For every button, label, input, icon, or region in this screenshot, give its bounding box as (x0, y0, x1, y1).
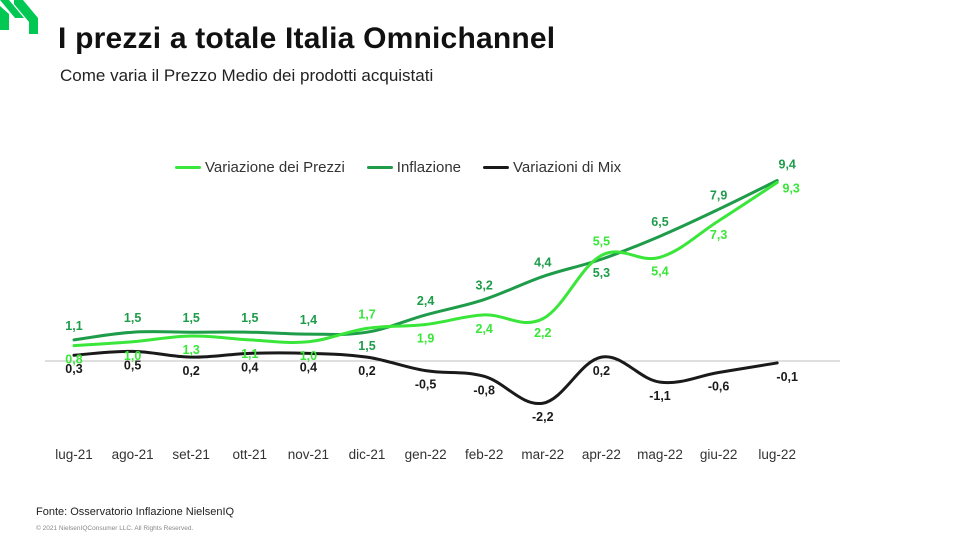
legend-swatch (366, 166, 393, 169)
chart-legend: Variazione dei Prezzi Inflazione Variazi… (175, 159, 621, 176)
data-label-inflazione: 4,4 (534, 256, 551, 270)
data-label-inflazione: 2,4 (417, 294, 434, 308)
data-label-inflazione: 9,4 (779, 158, 796, 172)
data-label-variazioni-mix: 0,4 (241, 360, 258, 374)
data-label-inflazione: 1,5 (241, 311, 258, 325)
data-label-inflazione: 1,5 (183, 311, 200, 325)
series-line-2 (72, 349, 779, 405)
data-label-variazioni-mix: 0,4 (300, 360, 317, 374)
data-label-inflazione: 6,5 (651, 215, 668, 229)
x-tick-label: gen-22 (405, 447, 447, 462)
legend-item-inflazione: Inflazione (366, 159, 462, 176)
data-label-variazioni-mix: -0,5 (415, 378, 437, 392)
series-line-1 (72, 179, 779, 342)
x-tick-label: ago-21 (112, 447, 154, 462)
nielseniq-logo-icon (0, 0, 38, 34)
x-tick-label: set-21 (172, 447, 210, 462)
x-tick-label: feb-22 (465, 447, 503, 462)
data-label-variazioni-mix: -1,1 (649, 389, 671, 403)
copyright-note: © 2021 NielsenIQConsumer LLC. All Rights… (36, 525, 194, 532)
data-label-variazione-prezzi: 0,8 (65, 353, 82, 367)
data-label-inflazione: 5,3 (593, 266, 610, 280)
data-label-variazione-prezzi: 1,1 (241, 347, 258, 361)
page-title: I prezzi a totale Italia Omnichannel (58, 22, 556, 55)
data-label-inflazione: 7,9 (710, 188, 727, 202)
data-label-variazione-prezzi: 1,0 (300, 349, 317, 363)
data-label-variazione-prezzi: 1,7 (358, 307, 375, 321)
data-label-variazione-prezzi: 5,5 (593, 234, 610, 248)
x-tick-label: giu-22 (700, 447, 738, 462)
x-tick-label: mar-22 (521, 447, 564, 462)
x-tick-label: lug-22 (758, 447, 796, 462)
x-tick-label: apr-22 (582, 447, 621, 462)
data-label-variazioni-mix: 0,5 (124, 358, 141, 372)
legend-label: Variazioni di Mix (513, 159, 622, 176)
data-label-inflazione: 3,2 (476, 279, 493, 293)
data-label-variazioni-mix: -0,1 (776, 370, 798, 384)
legend-swatch (175, 166, 201, 169)
data-label-variazione-prezzi: 1,3 (183, 343, 200, 357)
data-label-variazione-prezzi: 2,4 (476, 322, 493, 336)
data-label-variazione-prezzi: 1,0 (124, 349, 141, 363)
page-subtitle: Come varia il Prezzo Medio dei prodotti … (60, 66, 434, 85)
data-label-inflazione: 1,5 (358, 339, 375, 353)
source-note: Fonte: Osservatorio Inflazione NielsenIQ (36, 506, 235, 518)
x-tick-label: mag-22 (637, 447, 683, 462)
data-label-variazione-prezzi: 5,4 (651, 264, 668, 278)
data-label-variazioni-mix: -2,2 (532, 410, 554, 424)
x-tick-label: ott-21 (233, 447, 268, 462)
data-label-inflazione: 1,4 (300, 313, 317, 327)
legend-swatch (483, 166, 510, 169)
data-label-variazione-prezzi: 1,9 (417, 332, 434, 346)
data-label-variazioni-mix: 0,2 (593, 364, 610, 378)
data-label-variazione-prezzi: 2,2 (534, 326, 551, 340)
data-label-variazione-prezzi: 7,3 (710, 228, 727, 242)
series-line-0 (72, 180, 779, 348)
legend-item-variazioni-mix: Variazioni di Mix (483, 159, 621, 176)
data-label-variazioni-mix: -0,8 (473, 383, 495, 397)
data-label-variazioni-mix: 0,2 (358, 364, 375, 378)
x-tick-label: lug-21 (55, 447, 93, 462)
x-tick-label: nov-21 (288, 447, 329, 462)
data-label-variazioni-mix: -0,6 (708, 380, 730, 394)
data-label-variazioni-mix: 0,3 (65, 362, 82, 376)
data-label-variazioni-mix: 0,2 (183, 364, 200, 378)
legend-item-variazione-prezzi: Variazione dei Prezzi (175, 159, 345, 176)
x-tick-label: dic-21 (349, 447, 386, 462)
data-label-inflazione: 1,5 (124, 311, 141, 325)
data-label-variazione-prezzi: 9,3 (783, 181, 800, 195)
legend-label: Variazione dei Prezzi (205, 159, 345, 176)
data-label-inflazione: 1,1 (65, 319, 82, 333)
legend-label: Inflazione (396, 159, 462, 176)
